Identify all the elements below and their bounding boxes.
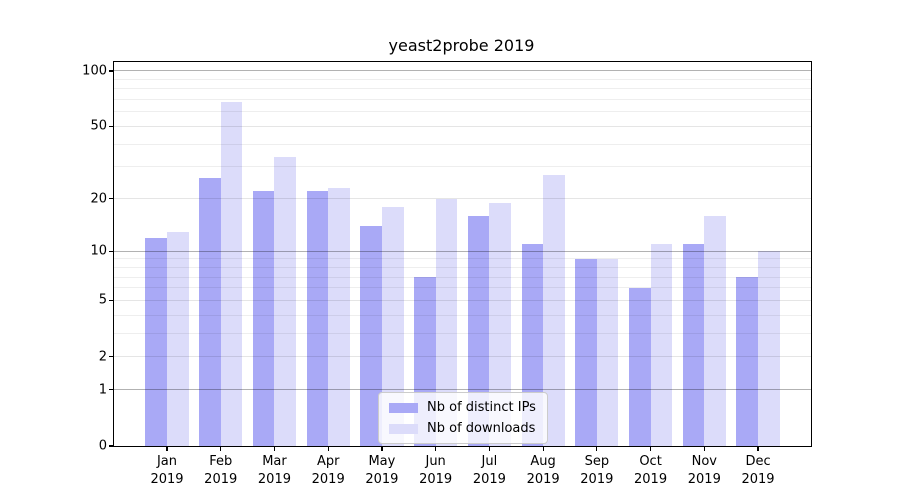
x-tick-mark-jun (435, 447, 437, 451)
x-tick-label-feb: Feb 2019 (204, 453, 237, 489)
bar-jun-downloads (435, 198, 458, 446)
x-tick-mark-feb (220, 447, 222, 451)
bar-mar-downloads (274, 157, 297, 446)
x-tick-mark-nov (703, 447, 705, 451)
bar-feb-downloads (220, 101, 243, 446)
bar-aug-downloads (543, 175, 565, 446)
x-tick-year: 2019 (580, 472, 614, 488)
y-tick-label-20: 20 (90, 191, 107, 207)
bar-nov-downloads (704, 215, 726, 446)
x-tick-year: 2019 (257, 472, 291, 488)
bar-dec-downloads (758, 251, 780, 446)
y-tick-mark-0 (109, 445, 113, 447)
x-tick-month: Jun (425, 454, 446, 469)
x-tick-label-sep: Sep 2019 (580, 453, 613, 489)
x-tick-year: 2019 (204, 472, 238, 488)
y-tick-mark-5 (109, 299, 113, 301)
legend-swatch-downloads (389, 423, 418, 434)
legend-item-downloads: Nb of downloads (389, 421, 536, 436)
x-tick-year: 2019 (741, 472, 775, 488)
bar-jan-distinct-ips (145, 237, 167, 446)
x-tick-mark-jul (488, 447, 490, 451)
y-tick-mark-2 (109, 356, 113, 358)
bar-may-distinct-ips (360, 225, 382, 446)
x-tick-mark-mar (273, 447, 276, 451)
x-tick-month: Feb (209, 454, 233, 469)
bar-oct-distinct-ips (628, 287, 651, 446)
bar-oct-downloads (650, 244, 673, 446)
x-tick-mark-dec (757, 447, 759, 451)
x-tick-label-apr: Apr 2019 (312, 453, 345, 489)
x-tick-label-jul: Jul 2019 (473, 453, 506, 489)
y-tick-label-10: 10 (90, 243, 107, 259)
x-tick-mark-may (381, 447, 383, 451)
y-tick-label-1: 1 (98, 382, 107, 398)
x-tick-mark-apr (327, 447, 329, 451)
x-tick-label-nov: Nov 2019 (688, 453, 721, 489)
x-tick-label-aug: Aug 2019 (527, 453, 560, 489)
x-tick-month: Oct (639, 454, 662, 469)
chart-title: yeast2probe 2019 (388, 36, 535, 55)
x-tick-label-oct: Oct 2019 (634, 453, 667, 489)
x-tick-year: 2019 (365, 472, 399, 488)
x-tick-year: 2019 (472, 472, 506, 488)
y-tick-mark-100 (109, 70, 113, 72)
x-tick-label-may: May 2019 (365, 453, 398, 489)
y-tick-label-100: 100 (82, 63, 107, 79)
y-tick-mark-50 (109, 125, 113, 128)
x-tick-mark-sep (596, 447, 598, 451)
x-tick-month: Sep (584, 454, 610, 469)
bar-may-downloads (381, 206, 404, 446)
plot-area: 0 1 2 5 10 20 50 100 Jan 2019 Feb 2019 Mar 2019 Apr 201… (82, 61, 812, 487)
x-tick-label-jun: Jun 2019 (419, 453, 452, 489)
x-tick-mark-aug (542, 447, 544, 451)
x-tick-month: Nov (691, 454, 717, 469)
x-tick-year: 2019 (311, 472, 345, 488)
x-tick-label-mar: Mar 2019 (258, 453, 291, 489)
x-tick-month: Jul (481, 454, 498, 469)
y-tick-label-0: 0 (98, 438, 107, 454)
x-tick-mark-jan (166, 447, 168, 451)
x-tick-label-dec: Dec 2019 (741, 453, 774, 489)
bar-mar-distinct-ips (252, 191, 275, 446)
axes: 0 1 2 5 10 20 50 100 Jan 2019 Feb 2019 Mar 2019 Apr 201… (82, 62, 811, 487)
x-tick-mark-oct (649, 447, 652, 451)
y-tick-label-2: 2 (98, 349, 107, 365)
bar-sep-downloads (596, 258, 619, 446)
legend-swatch-distinct-ips (389, 402, 418, 413)
bar-apr-distinct-ips (306, 191, 329, 446)
legend: Nb of distinct IPs Nb of downloads (378, 392, 548, 444)
bar-apr-downloads (328, 187, 350, 446)
x-tick-month: Dec (745, 454, 771, 469)
x-tick-year: 2019 (526, 472, 560, 488)
legend-label-distinct-ips: Nb of distinct IPs (427, 400, 536, 415)
bar-jan-downloads (167, 231, 189, 446)
legend-item-distinct-ips: Nb of distinct IPs (389, 400, 536, 415)
x-tick-year: 2019 (150, 472, 184, 488)
bar-jul-downloads (489, 202, 511, 446)
x-tick-month: Jan (156, 454, 178, 469)
x-tick-month: May (368, 454, 396, 469)
y-tick-label-50: 50 (90, 118, 107, 134)
x-tick-year: 2019 (419, 472, 453, 488)
y-tick-mark-10 (109, 250, 113, 252)
y-tick-label-5: 5 (98, 292, 107, 308)
bar-nov-distinct-ips (682, 244, 705, 446)
bar-dec-distinct-ips (736, 277, 759, 446)
x-tick-year: 2019 (634, 472, 668, 488)
bar-sep-distinct-ips (575, 258, 597, 446)
bar-feb-distinct-ips (199, 178, 221, 446)
x-tick-month: Aug (530, 454, 556, 469)
y-tick-mark-20 (109, 198, 113, 200)
legend-label-downloads: Nb of downloads (427, 421, 536, 436)
x-tick-month: Mar (262, 454, 287, 469)
x-tick-year: 2019 (687, 472, 721, 488)
x-tick-month: Apr (316, 454, 340, 469)
x-tick-label-jan: Jan 2019 (150, 453, 183, 489)
bar-jul-distinct-ips (467, 215, 490, 446)
y-tick-mark-1 (109, 389, 113, 391)
